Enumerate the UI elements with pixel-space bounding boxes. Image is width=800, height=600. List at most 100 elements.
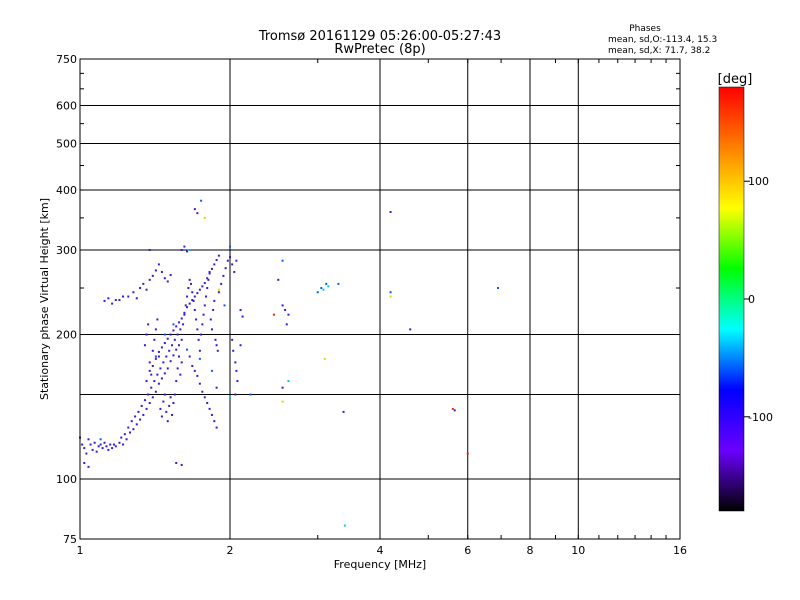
data-point — [151, 364, 154, 367]
data-point — [87, 465, 90, 468]
data-point — [143, 344, 146, 347]
data-point — [220, 282, 223, 285]
data-point — [451, 407, 454, 410]
data-point — [210, 328, 213, 331]
data-point — [281, 386, 284, 389]
data-point — [107, 297, 110, 300]
data-point — [162, 361, 165, 364]
data-point — [103, 299, 106, 302]
data-point — [204, 295, 207, 298]
data-point — [93, 441, 96, 444]
data-point — [192, 299, 195, 302]
data-point — [389, 295, 392, 298]
data-point — [168, 404, 171, 407]
phase-legend-line-x: mean, sd,X: 71.7, 38.2 — [608, 46, 710, 56]
data-point — [148, 402, 151, 405]
data-point — [159, 367, 162, 370]
data-point — [188, 302, 191, 305]
data-point — [210, 267, 213, 270]
data-point — [235, 369, 238, 372]
data-point — [196, 328, 199, 331]
y-tick-label: 100 — [56, 473, 77, 486]
data-point — [272, 313, 275, 316]
data-point — [208, 407, 211, 410]
data-point — [198, 349, 201, 352]
data-point — [184, 304, 187, 307]
data-point — [281, 304, 284, 307]
data-point — [342, 410, 345, 413]
data-point — [157, 382, 160, 385]
data-point — [198, 382, 201, 385]
data-point — [234, 393, 237, 396]
colorbar-tick-label: 100 — [748, 175, 769, 188]
data-point — [177, 355, 180, 358]
data-point — [200, 333, 203, 336]
data-point — [229, 245, 231, 248]
data-point — [148, 249, 151, 252]
data-point — [160, 415, 163, 418]
data-point — [166, 280, 169, 283]
data-point — [162, 400, 165, 403]
data-point — [217, 254, 220, 257]
data-point — [284, 308, 287, 311]
data-point — [157, 350, 160, 353]
x-tick-label: 2 — [227, 544, 234, 557]
data-point — [179, 328, 182, 331]
data-point — [203, 216, 206, 219]
data-point — [91, 448, 94, 451]
data-point — [209, 318, 212, 321]
data-point — [229, 396, 231, 399]
data-point — [122, 443, 125, 446]
data-point — [213, 299, 216, 302]
data-point — [154, 357, 157, 360]
data-point — [287, 380, 290, 383]
x-tick-label: 6 — [464, 544, 471, 557]
data-point — [193, 308, 196, 311]
data-point — [172, 329, 175, 332]
data-point — [320, 287, 323, 290]
data-point — [99, 438, 102, 441]
data-point — [214, 338, 217, 341]
colorbar-ticks: 100 0 -100 — [744, 175, 773, 424]
data-point — [343, 524, 346, 527]
data-point — [83, 447, 86, 450]
data-point — [223, 304, 226, 307]
x-tick-label: 10 — [571, 544, 585, 557]
data-point — [99, 443, 102, 446]
data-point — [168, 349, 171, 352]
data-point — [122, 295, 125, 298]
data-point — [285, 323, 288, 326]
data-point — [160, 346, 163, 349]
data-point — [453, 409, 456, 412]
data-point — [232, 349, 235, 352]
data-point — [107, 448, 110, 451]
data-point — [191, 291, 194, 294]
data-point — [197, 338, 200, 341]
data-point — [187, 249, 190, 252]
data-point — [156, 318, 159, 321]
data-point — [163, 333, 166, 336]
data-point — [186, 348, 189, 351]
data-point — [182, 323, 185, 326]
data-point — [143, 399, 146, 402]
data-point — [105, 445, 108, 448]
data-point — [160, 377, 163, 380]
data-point — [171, 413, 174, 416]
data-point — [135, 297, 138, 300]
axis-ticks: 1 2 4 6 8 10 16 75 100 200 300 400 500 600 750 — [56, 53, 687, 557]
data-point — [118, 441, 121, 444]
data-point — [213, 420, 216, 423]
data-point — [208, 272, 211, 275]
phase-legend-title: Phases — [629, 24, 661, 34]
data-point — [229, 256, 231, 259]
x-tick-label: 1 — [77, 544, 84, 557]
y-tick-label: 75 — [63, 533, 77, 546]
data-point — [215, 426, 218, 429]
data-point — [145, 288, 148, 291]
data-point — [132, 291, 135, 294]
data-point — [166, 337, 169, 340]
data-point — [202, 313, 205, 316]
data-point — [213, 263, 216, 266]
data-point — [239, 344, 242, 347]
data-point — [201, 323, 204, 326]
